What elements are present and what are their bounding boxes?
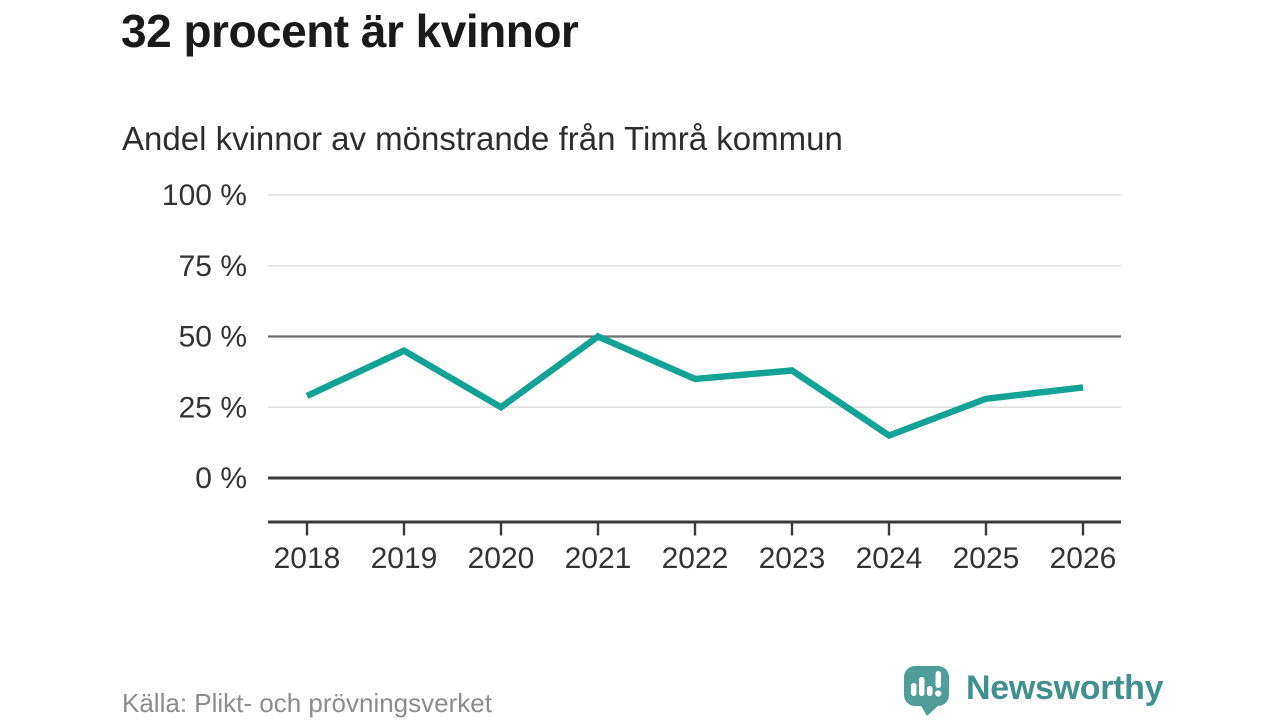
x-tick-label: 2022: [662, 542, 729, 575]
x-tick-label: 2025: [953, 542, 1020, 575]
y-tick-label: 25 %: [179, 391, 247, 424]
x-tick-label: 2024: [856, 542, 923, 575]
x-tick-label: 2019: [371, 542, 438, 575]
x-tick-label: 2020: [468, 542, 535, 575]
x-tick-label: 2018: [274, 542, 341, 575]
source-note: Källa: Plikt- och prövningsverket: [122, 688, 492, 718]
page-title: 32 procent är kvinnor: [121, 5, 579, 57]
y-tick-label: 50 %: [179, 321, 247, 354]
newsworthy-bubble-chart-icon: [904, 666, 949, 716]
brand-logo: Newsworthy: [896, 659, 1164, 717]
chart-subtitle: Andel kvinnor av mönstrande från Timrå k…: [122, 120, 843, 157]
y-tick-label: 0 %: [195, 462, 247, 495]
x-tick-label: 2026: [1050, 542, 1117, 575]
y-tick-label: 75 %: [179, 250, 247, 283]
x-tick-label: 2021: [565, 542, 632, 575]
data-line-series: [305, 332, 1084, 440]
x-tick-label: 2023: [759, 542, 826, 575]
y-tick-label: 100 %: [162, 179, 247, 212]
brand-name: Newsworthy: [966, 668, 1164, 707]
